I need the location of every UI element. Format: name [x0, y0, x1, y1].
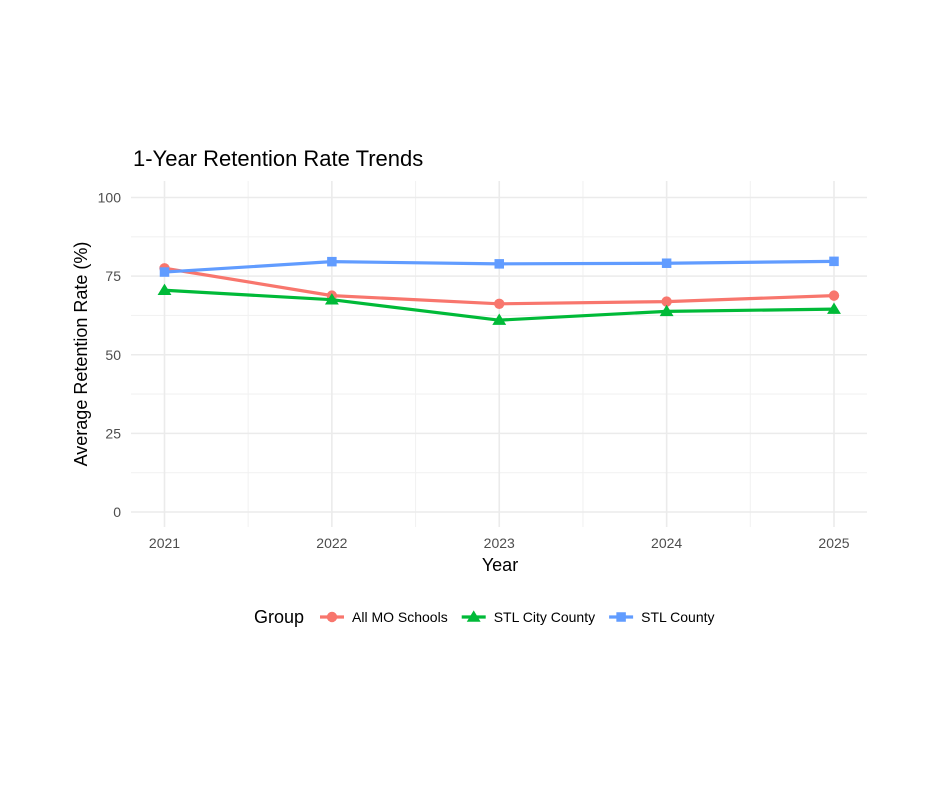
- legend-title: Group: [254, 607, 304, 627]
- legend-items: All MO Schools STL City County STL County: [320, 609, 715, 625]
- x-tick-label: 2025: [818, 535, 849, 551]
- data-point-stl-county: [661, 258, 672, 268]
- x-axis-title: Year: [482, 555, 518, 575]
- legend-key-marker: [466, 610, 481, 622]
- data-point-stl-county: [494, 259, 504, 269]
- data-point-stl-county: [829, 256, 839, 267]
- series-stl-county: [159, 256, 839, 277]
- legend-item-stl-county: STL County: [609, 609, 715, 625]
- data-point-stl-city-county: [827, 302, 841, 314]
- y-tick-label: 0: [113, 504, 121, 520]
- y-tick-label: 100: [98, 190, 122, 206]
- data-point-stl-city-county: [659, 304, 674, 317]
- data-point-all-mo-schools: [661, 296, 672, 307]
- x-tick-label: 2021: [149, 535, 180, 551]
- x-tick-label: 2023: [484, 535, 515, 551]
- legend-item-stl-city-county: STL City County: [461, 609, 595, 625]
- series-stl-city-county: [157, 283, 841, 325]
- data-point-stl-city-county: [492, 313, 507, 325]
- data-point-all-mo-schools: [494, 298, 505, 310]
- data-point-stl-county: [327, 256, 337, 267]
- legend-key-marker: [326, 611, 338, 623]
- data-point-stl-city-county: [324, 293, 339, 305]
- legend-key-marker: [616, 612, 626, 622]
- axes: 0 25 50 75 100 2021 2022 2023 2024 2025: [98, 190, 850, 552]
- data-point-stl-city-county: [157, 283, 172, 296]
- y-tick-label: 75: [105, 268, 121, 284]
- legend-label: STL City County: [494, 609, 595, 625]
- grid: [131, 181, 867, 527]
- series-layer: [157, 256, 841, 325]
- x-tick-label: 2022: [316, 535, 347, 551]
- y-axis-title: Average Retention Rate (%): [71, 242, 91, 467]
- x-tick-label: 2024: [651, 535, 682, 551]
- chart-title: 1-Year Retention Rate Trends: [133, 146, 423, 171]
- legend-item-all-mo-schools: All MO Schools: [320, 609, 448, 625]
- data-point-stl-county: [159, 267, 170, 277]
- y-tick-label: 50: [105, 347, 121, 363]
- legend-label: STL County: [641, 609, 714, 625]
- y-tick-label: 25: [105, 425, 121, 441]
- data-point-all-mo-schools: [828, 290, 840, 301]
- legend: Group All MO Schools STL City County STL C…: [254, 607, 715, 627]
- legend-label: All MO Schools: [352, 609, 448, 625]
